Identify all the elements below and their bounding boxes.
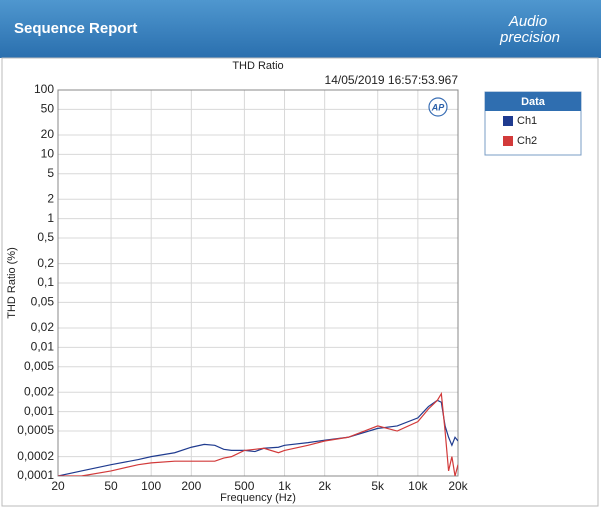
y-tick-label: 10: [41, 147, 55, 161]
x-tick-label: 20k: [448, 479, 468, 493]
y-tick-label: 0,0001: [17, 468, 54, 482]
x-tick-label: 20: [51, 479, 65, 493]
x-tick-label: 10k: [408, 479, 428, 493]
y-tick-label: 0,002: [24, 384, 54, 398]
y-tick-label: 0,0005: [17, 423, 54, 437]
y-tick-label: 20: [41, 127, 55, 141]
logo-top: Audio: [508, 13, 547, 30]
y-tick-label: 0,05: [31, 295, 55, 309]
x-tick-label: 1k: [278, 479, 292, 493]
legend-title: Data: [521, 96, 546, 108]
y-tick-label: 0,02: [31, 320, 55, 334]
y-tick-label: 0,01: [31, 340, 55, 354]
timestamp: 14/05/2019 16:57:53.967: [325, 73, 459, 87]
x-tick-label: 200: [181, 479, 201, 493]
legend-swatch: [503, 116, 513, 126]
header-title: Sequence Report: [14, 20, 137, 37]
y-tick-label: 0,0002: [17, 449, 54, 463]
header-bar: [0, 0, 601, 58]
legend: Ch1 Ch2: [503, 115, 537, 147]
y-tick-label: 0,001: [24, 404, 54, 418]
y-tick-label: 100: [34, 82, 54, 96]
x-tick-label: 50: [104, 479, 118, 493]
x-tick-label: 500: [234, 479, 254, 493]
y-axis-label: THD Ratio (%): [6, 247, 18, 319]
x-tick-label: 100: [141, 479, 161, 493]
x-tick-label: 2k: [318, 479, 332, 493]
plot-border: [57, 89, 459, 477]
chart-title: THD Ratio: [232, 60, 283, 72]
x-axis-label: Frequency (Hz): [220, 492, 296, 504]
series-line: [58, 399, 458, 476]
x-tick-label: 5k: [371, 479, 385, 493]
y-tick-label: 0,1: [37, 275, 54, 289]
y-tick-label: 50: [41, 102, 55, 116]
logo-bottom: precision: [499, 29, 560, 46]
legend-label: Ch1: [517, 115, 537, 127]
legend-label: Ch2: [517, 135, 537, 147]
y-tick-label: 1: [47, 211, 54, 225]
y-tick-label: 0,5: [37, 230, 54, 244]
series-line: [58, 391, 458, 476]
plot: 100 50 20 10 5 2 1 0,5 0,2 0,1 0,05 0,02 0,01 0,005 0,…: [17, 82, 468, 493]
legend-header: [485, 92, 581, 111]
y-tick-label: 0,005: [24, 359, 54, 373]
y-tick-label: 2: [47, 191, 54, 205]
y-tick-label: 0,2: [37, 256, 54, 270]
y-tick-label: 5: [47, 166, 54, 180]
badge: AP: [431, 102, 445, 112]
badge-ring: [428, 97, 448, 117]
legend-swatch: [503, 136, 513, 146]
